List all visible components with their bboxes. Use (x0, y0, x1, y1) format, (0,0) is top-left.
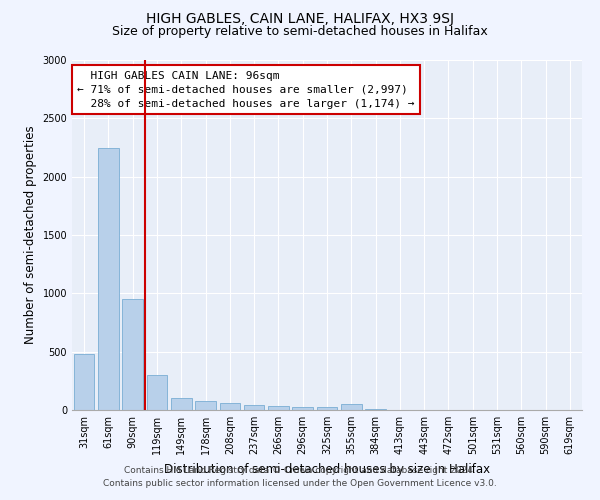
Bar (292, 406, 313, 410)
Bar (195, 400, 216, 410)
Bar (122, 299, 143, 410)
Bar (268, 406, 289, 410)
Bar (98, 148, 119, 410)
Bar (171, 398, 191, 410)
Bar (74, 354, 94, 410)
Text: HIGH GABLES, CAIN LANE, HALIFAX, HX3 9SJ: HIGH GABLES, CAIN LANE, HALIFAX, HX3 9SJ (146, 12, 454, 26)
Bar (220, 403, 240, 410)
Bar (317, 407, 337, 410)
Text: HIGH GABLES CAIN LANE: 96sqm
← 71% of semi-detached houses are smaller (2,997)
 : HIGH GABLES CAIN LANE: 96sqm ← 71% of se… (77, 70, 415, 108)
X-axis label: Distribution of semi-detached houses by size in Halifax: Distribution of semi-detached houses by … (164, 462, 490, 475)
Bar (244, 405, 265, 410)
Text: Size of property relative to semi-detached houses in Halifax: Size of property relative to semi-detach… (112, 25, 488, 38)
Text: Contains HM Land Registry data © Crown copyright and database right 2024.
Contai: Contains HM Land Registry data © Crown c… (103, 466, 497, 487)
Y-axis label: Number of semi-detached properties: Number of semi-detached properties (24, 126, 37, 344)
Bar (146, 375, 167, 410)
Bar (341, 404, 362, 410)
